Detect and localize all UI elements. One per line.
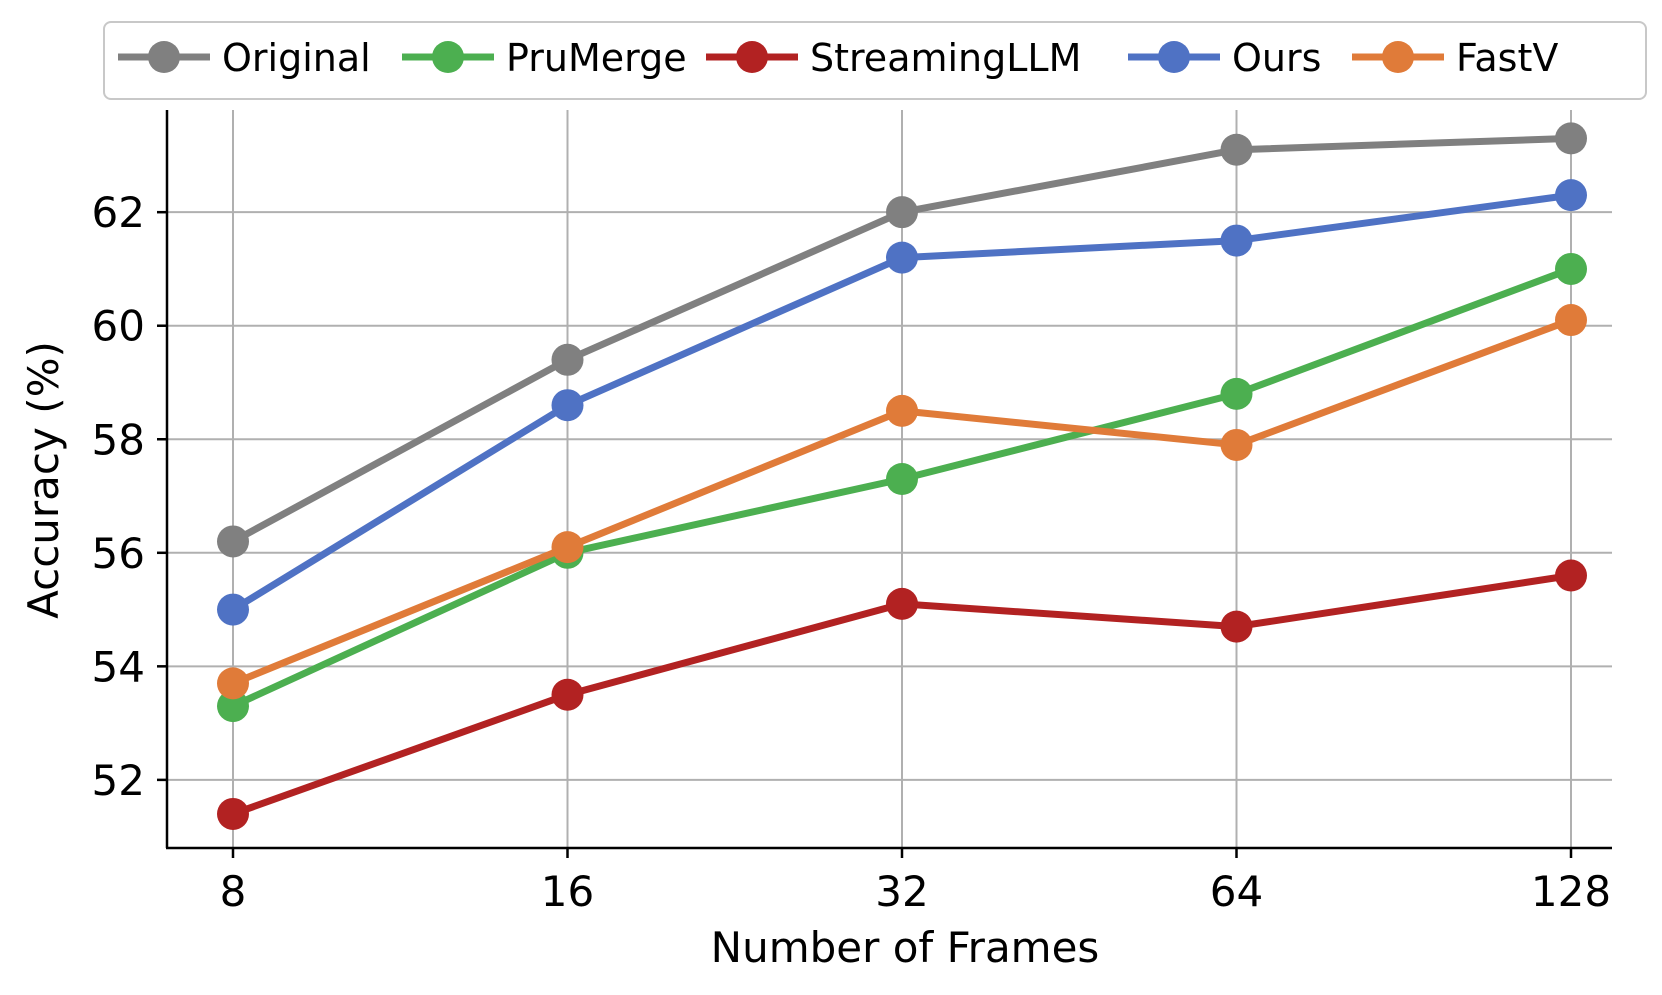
axes [165,110,1612,850]
data-point [886,463,918,495]
legend-swatch-marker [1158,41,1190,73]
legend-item-streamingllm: StreamingLLM [706,36,1081,80]
series-ours [217,179,1587,626]
legend-item-ours: Ours [1128,36,1321,80]
legend-item-prumerge: PruMerge [402,36,687,80]
y-tick-label: 56 [92,529,145,578]
legend-box [103,21,1647,100]
data-point [1220,377,1253,410]
series-streamingllm [217,559,1587,830]
legend-swatch-marker [148,41,180,73]
y-tick-label: 62 [92,188,145,237]
legend-label: Original [222,36,371,80]
series [217,122,1587,830]
x-axis-title: Number of Frames [711,923,1100,972]
y-tick-label: 52 [92,756,145,805]
x-tick-label: 128 [1531,867,1611,916]
data-point [886,196,918,229]
y-tick-label: 58 [92,415,145,464]
data-point [217,593,249,626]
y-tick-label: 54 [92,642,145,691]
series-fastv [217,304,1587,700]
x-tick-label: 16 [541,867,594,916]
data-point [1555,122,1587,155]
legend-label: Ours [1232,36,1321,80]
data-point [551,343,584,376]
x-tick-label: 32 [875,867,928,916]
data-point [217,690,249,723]
data-point [1555,252,1587,285]
legend-item-original: Original [118,36,371,80]
data-point [217,525,249,558]
data-point [1220,224,1253,257]
legend: Original PruMerge StreamingLLM Ours FastV [103,21,1647,100]
data-point [886,241,918,274]
x-tick-label: 64 [1210,867,1263,916]
y-axis-title: Accuracy (%) [19,341,68,619]
legend-label: PruMerge [506,36,687,80]
series-original [217,122,1587,558]
data-point [551,531,584,564]
grid [167,110,1612,848]
data-point [551,678,584,711]
legend-swatch-marker [432,41,464,73]
data-point [886,394,918,427]
legend-swatch-marker [736,41,768,73]
data-point [1555,559,1587,592]
ticks: 8 16 32 64 128 52 54 56 58 60 62 [92,188,1612,916]
data-point [1555,304,1587,337]
legend-item-fastv: FastV [1352,36,1558,80]
y-tick-label: 60 [92,302,145,351]
data-point [551,389,584,422]
data-point [1220,428,1253,461]
legend-label: FastV [1456,36,1558,80]
data-point [1220,133,1253,166]
legend-label: StreamingLLM [810,36,1081,80]
data-point [217,667,249,700]
x-tick-label: 8 [220,867,247,916]
data-point [217,797,249,830]
data-point [1555,179,1587,212]
data-point [886,587,918,620]
data-point [1220,610,1253,643]
legend-swatch-marker [1382,41,1414,73]
